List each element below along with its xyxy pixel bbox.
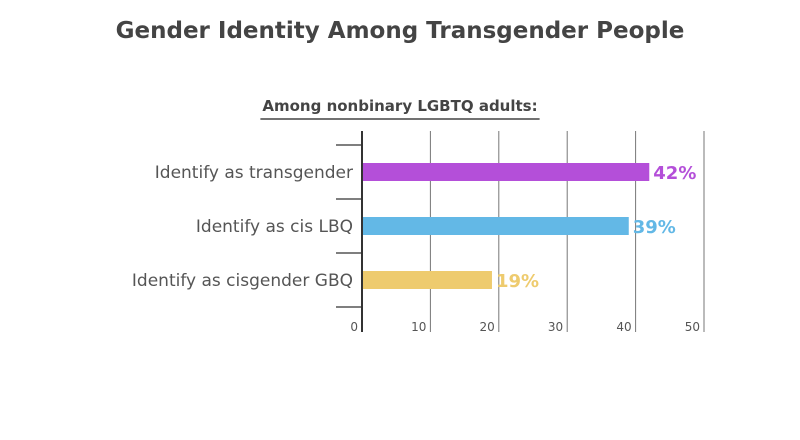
x-tick-label: 50 (685, 320, 700, 334)
chart-title: Gender Identity Among Transgender People (116, 18, 685, 44)
category-label: Identify as transgender (155, 163, 353, 183)
bar (363, 163, 650, 181)
axis (336, 131, 363, 332)
chart-subtitle: Among nonbinary LGBTQ adults: (262, 97, 537, 115)
data-label: 19% (496, 271, 539, 292)
x-tick-labels: 0 10 20 30 40 50 (350, 320, 700, 334)
category-label: Identify as cis LBQ (196, 217, 353, 237)
x-tick-label: 30 (548, 320, 563, 334)
x-tick-label: 40 (616, 320, 631, 334)
data-label: 39% (633, 217, 676, 238)
x-tick-label: 0 (350, 320, 358, 334)
bars (363, 163, 650, 289)
category-label: Identify as cisgender GBQ (132, 271, 353, 291)
x-tick-label: 10 (411, 320, 426, 334)
bar (363, 271, 492, 289)
data-labels: 42% 39% 19% (496, 163, 696, 292)
bar (363, 217, 629, 235)
data-label: 42% (653, 163, 696, 184)
category-labels: Identify as transgender Identify as cis L… (132, 163, 353, 291)
x-tick-label: 20 (480, 320, 495, 334)
